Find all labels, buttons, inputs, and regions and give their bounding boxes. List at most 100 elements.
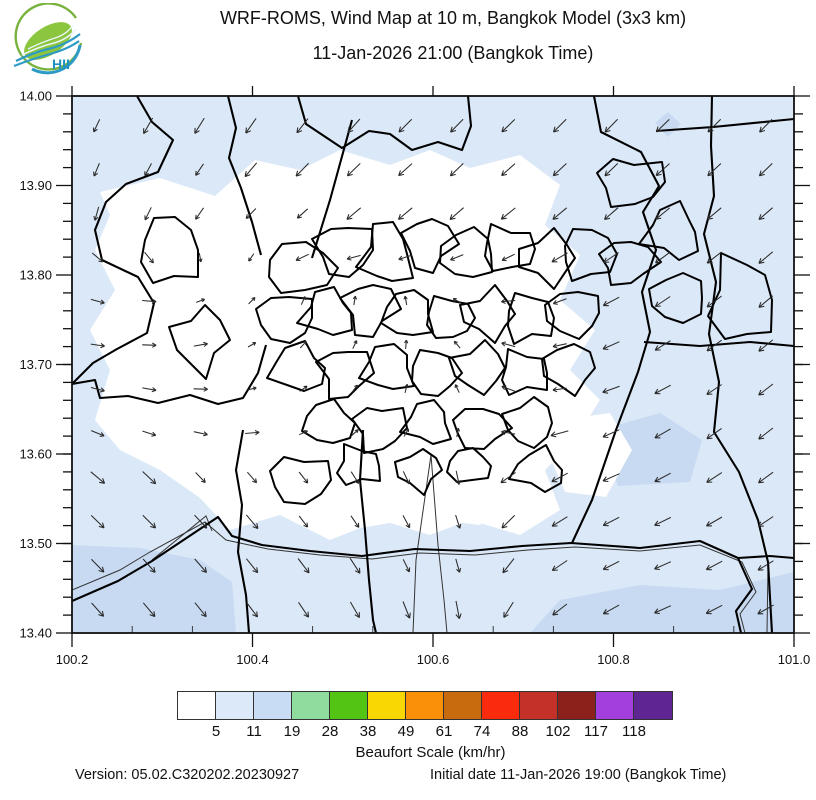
wind-arrow (455, 558, 462, 573)
wind-arrow (551, 516, 568, 527)
wind-arrow (194, 602, 207, 618)
wind-arrow (501, 253, 515, 262)
wind-arrow (449, 207, 464, 221)
wind-arrow (705, 516, 723, 527)
wind-arrow (349, 601, 360, 619)
wind-arrow (90, 471, 106, 484)
wind-arrow (91, 558, 105, 573)
wind-arrow (397, 207, 413, 220)
wind-arrow (758, 383, 774, 396)
wind-arrow (602, 516, 620, 527)
legend-tick-label: 28 (321, 723, 339, 740)
wind-arrow (398, 254, 413, 261)
wind-arrow (142, 471, 157, 485)
x-axis-label: 100.2 (56, 652, 89, 667)
legend-tick-label: 74 (473, 723, 491, 740)
wind-arrow (142, 602, 156, 618)
wind-arrow (144, 163, 152, 177)
y-axis-label: 13.60 (19, 447, 52, 462)
wind-arrow (247, 341, 257, 348)
hii-logo-text: HII (52, 56, 70, 72)
legend-swatch (368, 692, 406, 719)
wind-arrow (142, 558, 156, 573)
wind-arrow (455, 514, 462, 529)
wind-arrow (501, 429, 516, 435)
wind-arrow (602, 473, 620, 483)
legend-swatch (596, 692, 634, 719)
wind-arrow (654, 516, 672, 527)
wind-arrow (503, 601, 514, 618)
wind-arrow (501, 119, 516, 133)
wind-arrow (603, 252, 619, 264)
hii-logo: HII (13, 3, 83, 75)
wind-arrow (90, 342, 105, 349)
wind-arrow (655, 207, 671, 220)
wind-arrow (707, 118, 722, 133)
wind-arrow (247, 386, 257, 391)
wind-arrow (351, 429, 359, 437)
wind-map: 14.00 13.90 13.80 13.70 13.60 13.50 13.40 100.2… (19, 86, 810, 668)
wind-arrow (296, 208, 309, 219)
wind-arrow (93, 163, 100, 177)
wind-arrow (346, 254, 361, 261)
wind-arrow (298, 515, 309, 528)
wind-arrow (707, 163, 722, 177)
wind-arrow (402, 601, 411, 619)
y-axis-label: 14.00 (19, 89, 52, 104)
legend-tick-label: 117 (584, 723, 608, 740)
wind-arrow (193, 386, 208, 392)
wind-arrow (706, 207, 722, 220)
legend-swatch (406, 692, 444, 719)
wind-arrow (706, 251, 722, 264)
wind-arrow (551, 560, 568, 572)
wind-arrow (198, 252, 203, 263)
wind-arrow (551, 252, 568, 263)
wind-arrow (759, 118, 773, 133)
wind-arrow (297, 558, 310, 574)
wind-arrow (501, 514, 516, 529)
wind-arrow (195, 207, 205, 220)
wind-arrow (501, 341, 516, 348)
wind-arrow (144, 207, 152, 221)
wind-arrow (143, 117, 154, 135)
wind-arrow (602, 560, 620, 571)
legend-swatch (634, 692, 672, 719)
wind-arrow (706, 339, 722, 352)
wind-arrow (142, 430, 157, 437)
legend-swatch (482, 692, 520, 719)
wind-arrow (552, 386, 567, 393)
wind-arrow (398, 163, 413, 177)
wind-arrow (602, 604, 620, 615)
wind-arrow (455, 427, 460, 438)
y-axis-label: 13.40 (19, 626, 52, 641)
wind-arrow (92, 119, 101, 133)
wind-arrow (453, 340, 461, 349)
wind-arrow (500, 207, 516, 220)
wind-arrow (194, 117, 205, 134)
legend-swatch (558, 692, 596, 719)
wind-arrow (295, 162, 309, 177)
legend-caption: Beaufort Scale (km/hr) (355, 744, 506, 761)
legend-swatch (178, 692, 216, 719)
legend-tick-label: 102 (545, 723, 571, 740)
wind-arrow (502, 558, 515, 574)
wind-arrow (551, 472, 568, 483)
wind-arrow (248, 296, 256, 305)
beaufort-legend (177, 691, 673, 720)
wind-arrow (602, 429, 620, 439)
hii-logo-mark (13, 3, 83, 75)
wind-arrow (193, 431, 208, 437)
wind-arrow (296, 118, 309, 134)
wind-arrow (501, 385, 516, 392)
wind-arrow (501, 163, 516, 177)
wind-arrow (552, 163, 567, 177)
map-border (71, 95, 795, 634)
wind-arrow (403, 295, 408, 306)
wind-arrow (246, 602, 259, 618)
wind-arrow (350, 471, 360, 484)
axis-labels: 14.00 13.90 13.80 13.70 13.60 13.50 13.40 100.2… (19, 89, 810, 668)
legend-tick-label: 5 (211, 723, 221, 740)
wind-arrow (654, 296, 671, 308)
legend-tick-label: 49 (397, 723, 415, 740)
